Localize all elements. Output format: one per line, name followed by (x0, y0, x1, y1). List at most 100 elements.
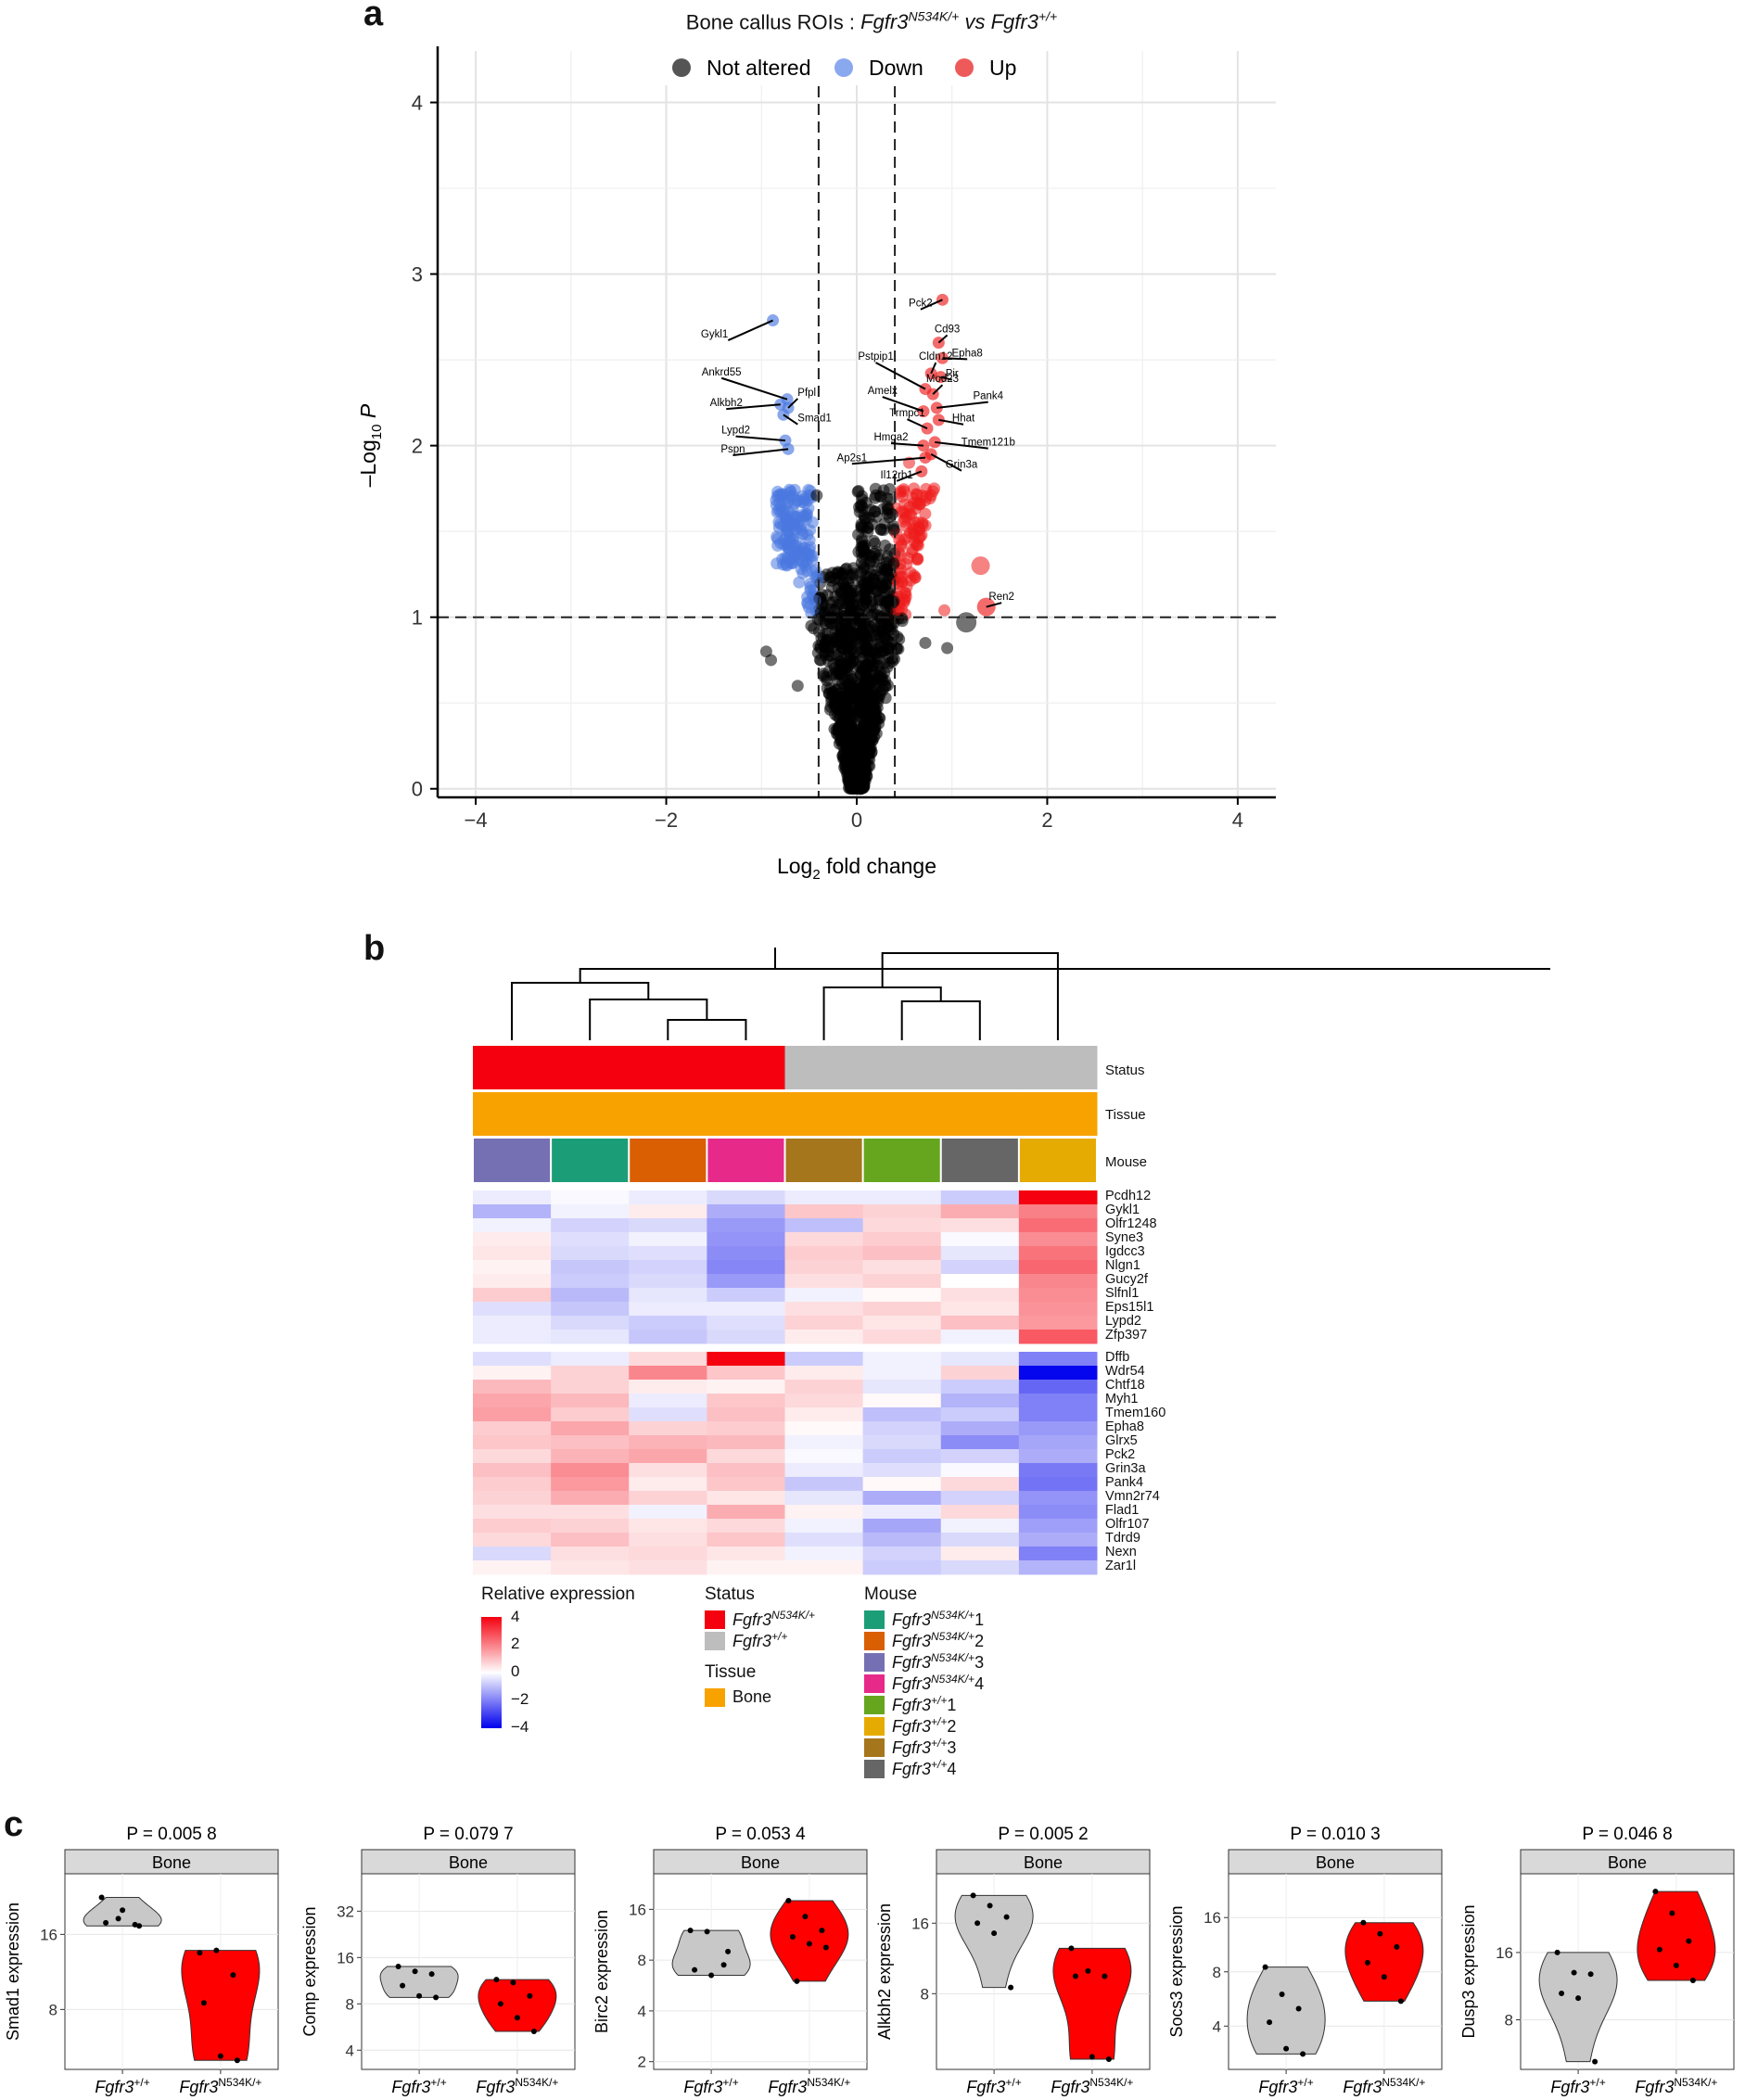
x-label-wt: Fgfr3+/+ (966, 2076, 1021, 2096)
tissue-cell (1018, 1092, 1098, 1136)
volcano-point-up (908, 571, 921, 584)
heatmap-cell (629, 1316, 707, 1330)
panel-letter-b: b (363, 929, 386, 968)
leader-pspn (732, 448, 789, 457)
heatmap-cell (940, 1288, 1020, 1303)
y-tick-label: 32 (337, 1903, 354, 1920)
volcano-point-down (780, 513, 793, 526)
x-tick-label: 4 (1232, 808, 1243, 832)
heatmap-cell (707, 1204, 785, 1219)
volcano-point-up (908, 482, 921, 495)
expr-tick-0: 0 (511, 1662, 520, 1680)
leader-mod23 (932, 384, 944, 395)
volcano-label-gykl1: Gykl1 (701, 329, 728, 340)
expression-legend: Relative expression 4 2 0 −2 −4 (481, 1585, 635, 1736)
legend-label-up: Up (989, 56, 1016, 80)
heatmap-cell (1018, 1435, 1098, 1450)
x-axis-label: Log2 fold change (777, 854, 936, 883)
violin-mut-point (822, 1944, 829, 1951)
legend-dot-up (955, 58, 974, 77)
heatmap-cell (629, 1260, 707, 1275)
x-tick-label: −4 (465, 808, 488, 832)
violin-wt-point (1554, 1949, 1560, 1955)
mouse-swatch (864, 1737, 885, 1757)
heatmap-cell (707, 1394, 785, 1408)
volcano-point-na (879, 595, 892, 608)
tissue-cell (551, 1092, 630, 1136)
heatmap-cell (473, 1463, 552, 1478)
heatmap-cell (940, 1546, 1020, 1561)
heatmap-cell (551, 1218, 630, 1233)
heatmap-cell (784, 1519, 864, 1534)
strip-bg (1520, 1849, 1735, 1875)
heatmap-cell (707, 1546, 785, 1561)
gene-row-label: Zar1l (1105, 1559, 1137, 1573)
heatmap-cell (784, 1246, 864, 1261)
volcano-point-na (849, 782, 862, 795)
volcano-point-na (865, 643, 878, 656)
heatmap-cell (1018, 1463, 1098, 1478)
heatmap-cell (1018, 1260, 1098, 1275)
tissue-swatch-bone (705, 1687, 725, 1707)
mouse-legend-title: Mouse (864, 1585, 918, 1604)
volcano-point-na (846, 745, 859, 757)
heatmap-cell (784, 1407, 864, 1422)
heatmap-cell (629, 1288, 707, 1303)
heatmap-cell (784, 1546, 864, 1561)
leader-tmem121b (935, 440, 988, 450)
volcano-point-na (835, 717, 848, 730)
violin-wt (1246, 1966, 1326, 2055)
heatmap-cell (940, 1421, 1020, 1436)
x-label-mut: Fgfr3N534K/+ (1635, 2076, 1717, 2096)
heatmap-cell (784, 1232, 864, 1247)
heatmap-cell (1018, 1246, 1098, 1261)
violin-mut-point (497, 2001, 503, 2007)
volcano-point-na (812, 640, 825, 653)
volcano-label-smad1: Smad1 (797, 414, 831, 425)
volcano-point-na (861, 579, 874, 592)
heatmap-cell (473, 1491, 552, 1506)
heatmap-cell (551, 1260, 630, 1275)
p-value-smad1: P = 0.005 8 (126, 1825, 216, 1844)
heatmap-cell (862, 1232, 942, 1247)
violin-wt-point (1262, 1964, 1268, 1970)
violin-mut-point (213, 1947, 220, 1954)
heatmap-cell (940, 1533, 1020, 1547)
legend-dot-not-altered (672, 58, 691, 77)
legend-dot-down (834, 58, 853, 77)
heatmap-cell (1018, 1560, 1098, 1575)
heatmap-cell (862, 1435, 942, 1450)
heatmap-cell (551, 1421, 630, 1436)
mouse-swatch (864, 1716, 885, 1736)
p-value-dusp3: P = 0.046 8 (1582, 1825, 1672, 1844)
status-cell (473, 1046, 552, 1089)
gene-row-label: Tdrd9 (1105, 1531, 1140, 1546)
status-cell (862, 1046, 942, 1089)
y-tick-label: 3 (412, 263, 423, 286)
violin-plot-smad1: P = 0.005 8 Bone 8 16 Smad1 expression Fgfr3+… (4, 1825, 279, 2096)
heatmap-cell (784, 1316, 864, 1330)
heatmap-cell (551, 1302, 630, 1317)
violin-wt-point (1003, 1914, 1010, 1920)
gene-row-label: Slfnl1 (1105, 1286, 1140, 1301)
violin-mut-point (1686, 1938, 1692, 1944)
heatmap-cell (473, 1316, 552, 1330)
heatmap-cell (1018, 1407, 1098, 1422)
p-value-birc2: P = 0.053 4 (715, 1825, 806, 1844)
violin-wt-point (433, 1994, 439, 2001)
heatmap-cell (784, 1190, 864, 1205)
y-tick-label: 4 (638, 2003, 646, 2020)
gene-row-label: Grin3a (1105, 1461, 1146, 1476)
heatmap-cell (940, 1274, 1020, 1289)
x-label-wt: Fgfr3+/+ (1550, 2076, 1605, 2096)
volcano-point-up (911, 498, 924, 511)
heatmap-cell (940, 1380, 1020, 1394)
violin-wt-point (1592, 2058, 1599, 2065)
volcano-point-up (919, 519, 932, 532)
volcano-point-down (796, 566, 809, 579)
violin-mut-point (794, 1978, 800, 1984)
volcano-point-down (793, 576, 806, 589)
volcano-point-na (872, 669, 885, 682)
violin-wt-point (687, 1928, 694, 1934)
status-legend-title: Status (705, 1585, 755, 1604)
